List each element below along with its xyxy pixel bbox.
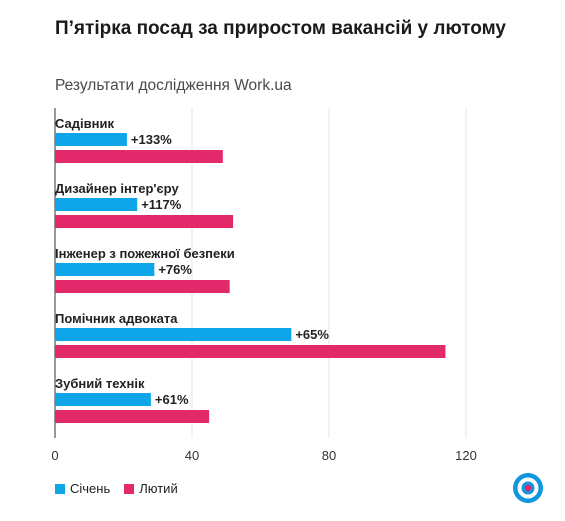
chart-subtitle: Результати дослідження Work.ua bbox=[55, 77, 292, 94]
category-label: Садівник bbox=[55, 116, 114, 131]
legend-item-january: Січень bbox=[55, 481, 110, 496]
data-label-growth: +76% bbox=[158, 262, 192, 277]
legend-label-february: Лютий bbox=[139, 481, 178, 496]
legend-item-february: Лютий bbox=[124, 481, 178, 496]
x-tick-label: 40 bbox=[185, 448, 199, 463]
data-label-growth: +133% bbox=[131, 132, 172, 147]
x-tick-label: 0 bbox=[51, 448, 58, 463]
bar-february bbox=[55, 410, 210, 423]
bar-january bbox=[55, 328, 292, 341]
legend-swatch-february bbox=[124, 483, 135, 494]
legend-swatch-january bbox=[55, 483, 65, 494]
data-label-growth: +61% bbox=[155, 392, 189, 407]
category-label: Помічник адвоката bbox=[55, 311, 178, 326]
x-tick-label: 120 bbox=[455, 448, 477, 463]
data-label-growth: +117% bbox=[141, 197, 182, 212]
bar-january bbox=[55, 133, 127, 146]
bar-february bbox=[55, 345, 446, 358]
legend: Січень Лютий bbox=[55, 481, 192, 496]
bar-january bbox=[55, 263, 155, 276]
work-ua-logo-icon[interactable] bbox=[512, 472, 544, 504]
legend-label-january: Січень bbox=[70, 481, 111, 496]
bar-january bbox=[55, 198, 138, 211]
data-label-growth: +65% bbox=[295, 327, 329, 342]
category-label: Дизайнер інтер'єру bbox=[55, 181, 179, 196]
bar-february bbox=[55, 150, 223, 163]
category-label: Зубний технік bbox=[55, 376, 145, 391]
bar-february bbox=[55, 215, 234, 228]
x-tick-label: 80 bbox=[322, 448, 336, 463]
bar-february bbox=[55, 280, 230, 293]
category-label: Інженер з пожежної безпеки bbox=[55, 246, 235, 261]
bar-january bbox=[55, 393, 151, 406]
chart-title: П’ятірка посад за приростом вакансій у л… bbox=[55, 18, 506, 39]
